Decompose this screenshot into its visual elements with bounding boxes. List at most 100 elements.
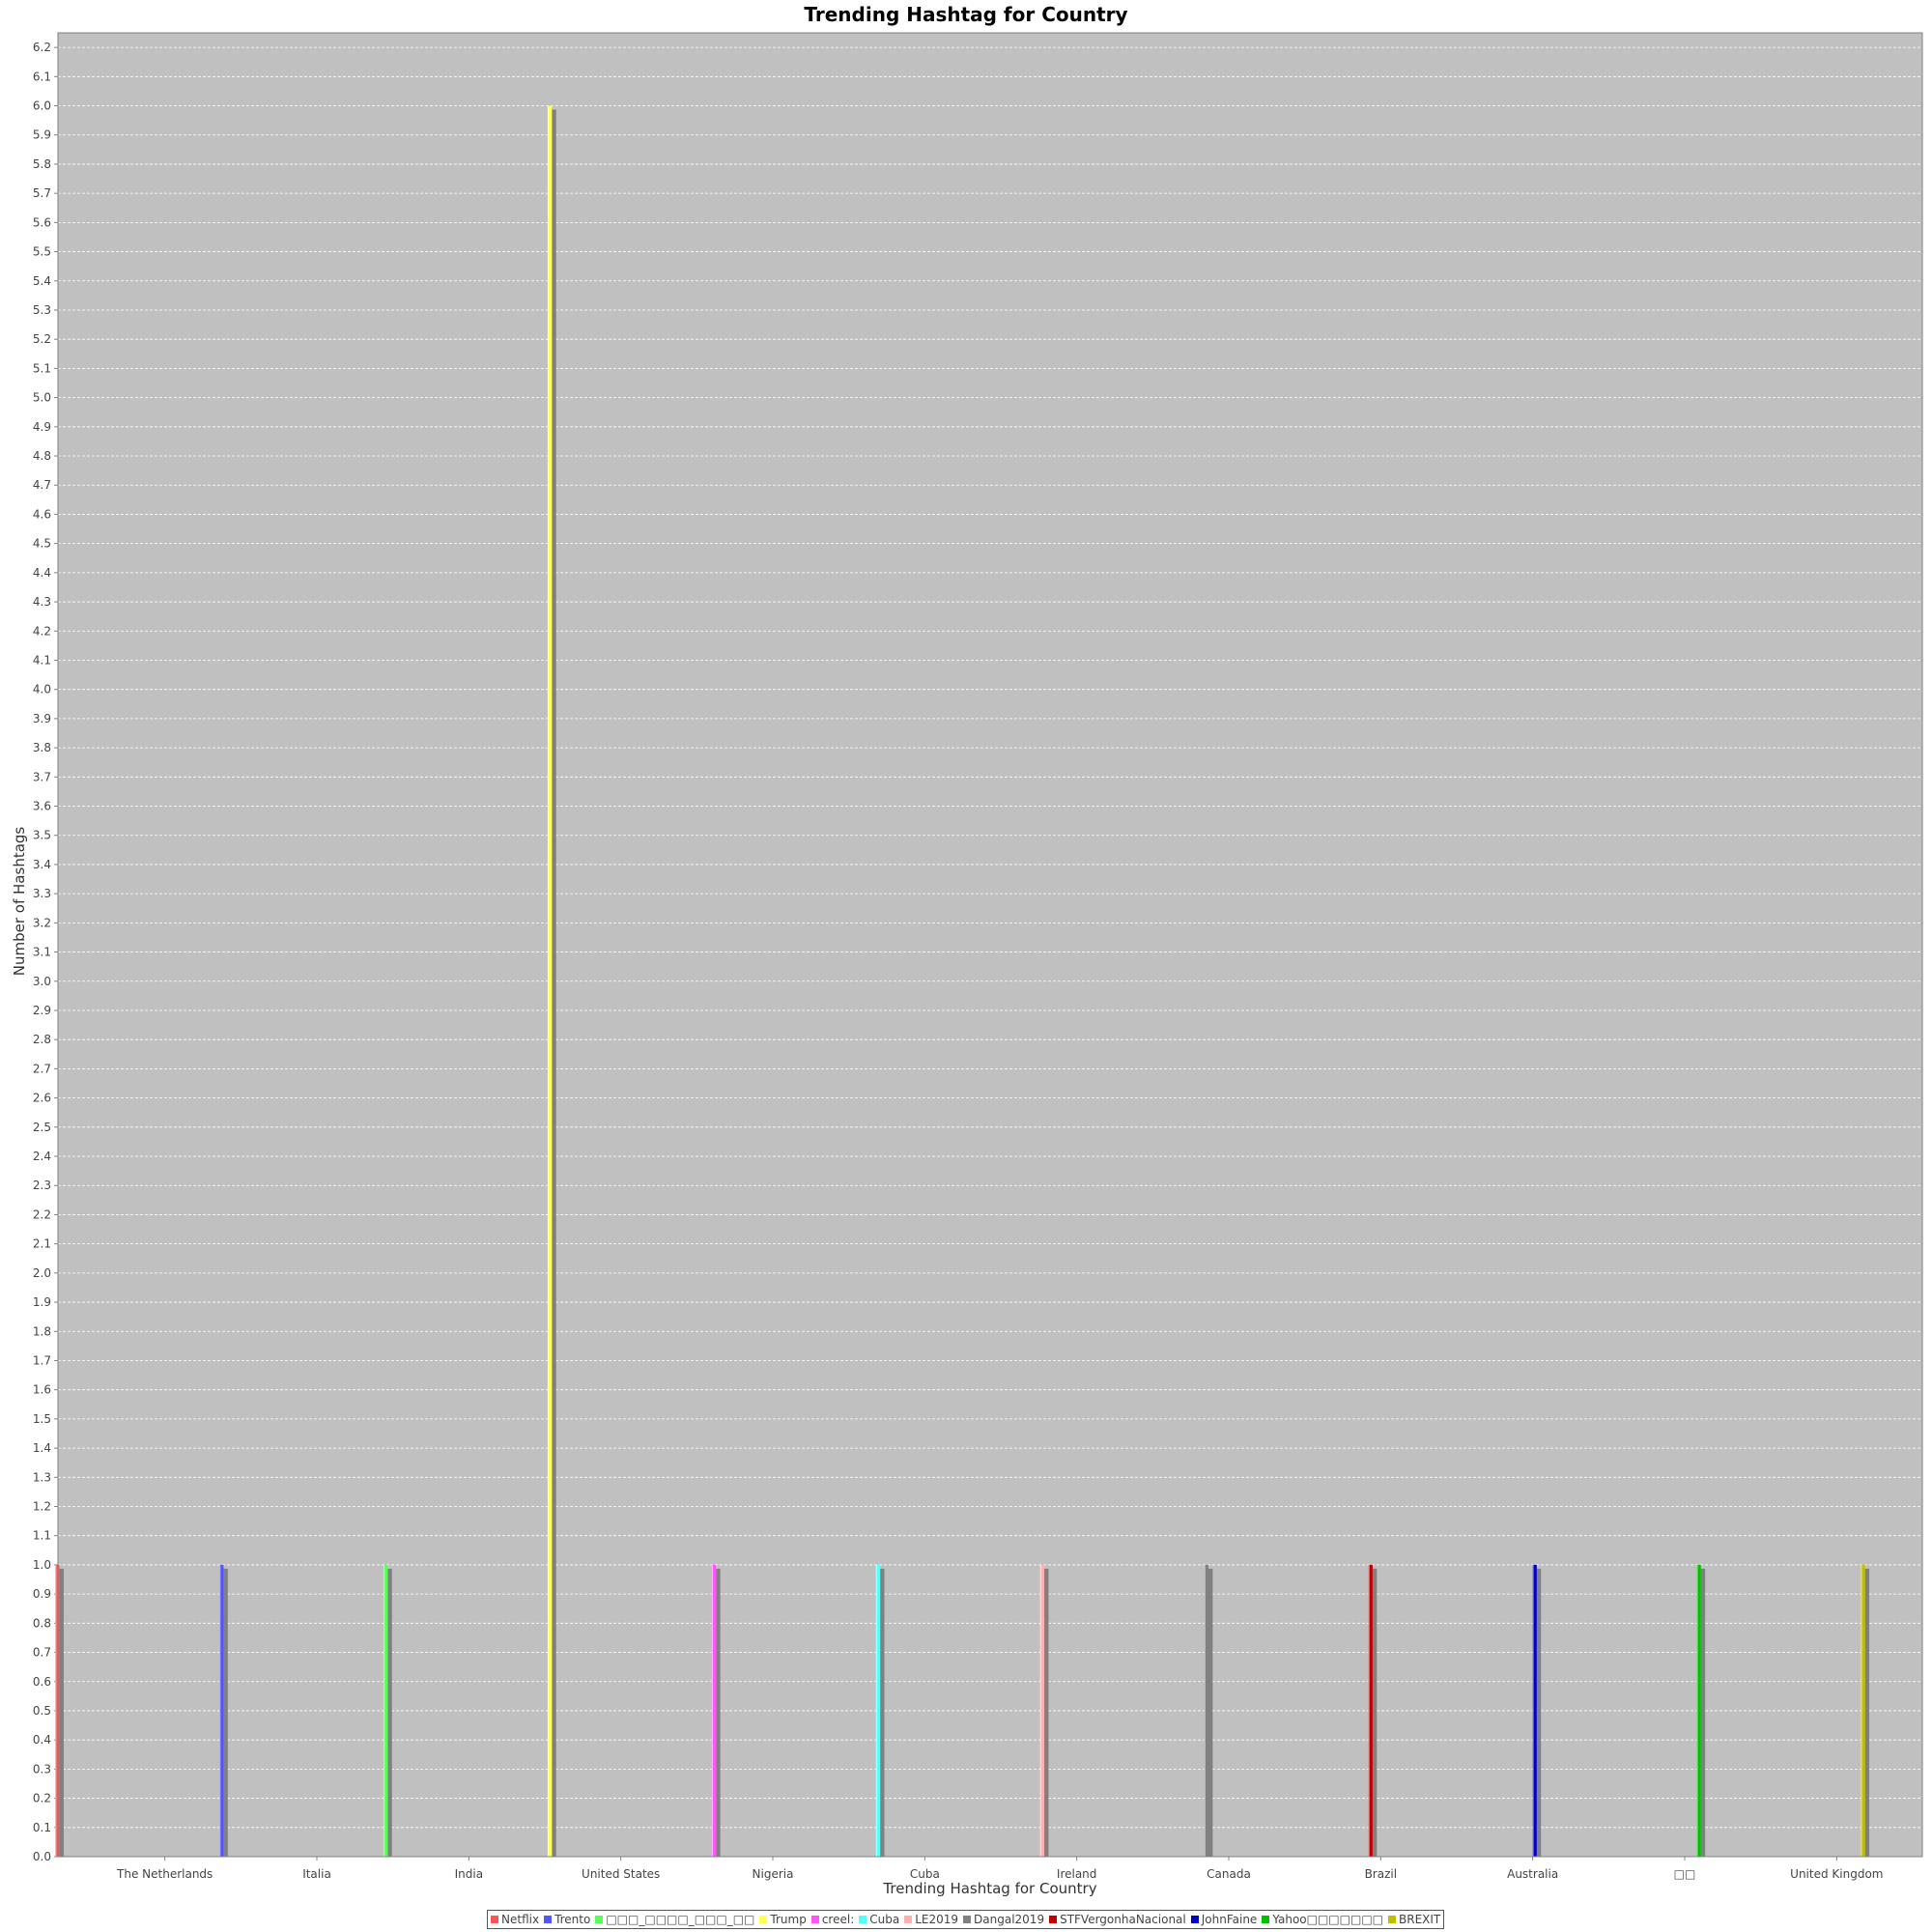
bar-shadow (223, 1568, 228, 1857)
legend-swatch (595, 1916, 604, 1923)
bar (219, 1564, 224, 1857)
bar (1861, 1564, 1865, 1857)
legend-label: Cuba (869, 1913, 900, 1926)
legend-label: JohnFaine (1201, 1913, 1258, 1926)
y-tick-label: 6.0 (33, 99, 51, 113)
x-tick-label: Australia (1507, 1867, 1558, 1881)
legend-swatch (1190, 1916, 1199, 1923)
y-tick-label: 0.8 (33, 1616, 51, 1630)
chart-title: Trending Hashtag for Country (804, 3, 1128, 26)
x-tick-label: India (455, 1867, 483, 1881)
y-tick-label: 4.8 (33, 449, 51, 463)
y-tick-label: 4.0 (33, 683, 51, 696)
bar (1368, 1564, 1373, 1857)
legend-item: BREXIT (1388, 1913, 1440, 1926)
y-tick-label: 6.2 (33, 41, 51, 54)
x-axis-ticks: The Netherlands Italia India United States N… (116, 1857, 1883, 1881)
y-tick-label: 1.8 (33, 1324, 51, 1338)
bar-shadow (1044, 1568, 1049, 1857)
legend-swatch (1262, 1916, 1270, 1923)
y-tick-label: 0.1 (33, 1821, 51, 1834)
y-tick-label: 4.5 (33, 537, 51, 551)
bars (55, 105, 1870, 1857)
y-tick-label: 4.7 (33, 478, 51, 492)
y-tick-label: 0.9 (33, 1587, 51, 1601)
plot-area (57, 32, 1923, 1858)
y-tick-label: 3.0 (33, 975, 51, 988)
x-tick-label: United Kingdom (1790, 1867, 1883, 1881)
y-tick-label: 1.9 (33, 1295, 51, 1309)
y-tick-label: 3.4 (33, 858, 51, 871)
x-tick-label: □□ (1674, 1867, 1696, 1881)
y-tick-label: 2.8 (33, 1033, 51, 1046)
legend-item: □□□_□□□□_□□□_□□ (595, 1913, 754, 1926)
bar (1532, 1564, 1537, 1857)
y-tick-label: 3.3 (33, 887, 51, 900)
legend-label: Dangal2019 (974, 1913, 1045, 1926)
y-tick-label: 5.3 (33, 303, 51, 317)
bar-highlight (219, 1564, 221, 1857)
bar (547, 105, 553, 1857)
y-tick-label: 5.6 (33, 215, 51, 229)
y-tick-label: 4.3 (33, 595, 51, 609)
y-tick-label: 2.2 (33, 1208, 51, 1221)
y-tick-label: 2.5 (33, 1121, 51, 1134)
legend-label: creel: (821, 1913, 855, 1926)
legend-swatch (859, 1916, 867, 1923)
bar (1039, 1564, 1045, 1857)
legend-item: Trento (544, 1913, 590, 1926)
legend-item: Cuba (859, 1913, 899, 1926)
x-axis-label: Trending Hashtag for Country (882, 1880, 1096, 1897)
bar-highlight (1368, 1564, 1370, 1857)
y-tick-label: 0.4 (33, 1733, 51, 1747)
y-tick-label: 2.6 (33, 1092, 51, 1105)
legend-item: Netflix (491, 1913, 539, 1926)
legend-swatch (963, 1916, 972, 1923)
y-axis-label: Number of Hashtags (11, 827, 28, 977)
legend-label: Netflix (501, 1913, 540, 1926)
legend-item: creel: (810, 1913, 855, 1926)
bar-highlight (1532, 1564, 1534, 1857)
bar-shadow (552, 109, 556, 1857)
legend-item: Trump (759, 1913, 807, 1926)
y-tick-label: 2.4 (33, 1150, 51, 1163)
bar (875, 1564, 881, 1857)
legend-swatch (1049, 1916, 1058, 1923)
x-tick-label: Nigeria (753, 1867, 794, 1881)
legend-item: Yahoo□□□□□□□ (1262, 1913, 1383, 1926)
y-tick-label: 2.7 (33, 1062, 51, 1075)
bar-shadow (1864, 1568, 1870, 1857)
y-tick-label: 1.5 (33, 1412, 51, 1426)
bar (1204, 1564, 1208, 1857)
legend-swatch (491, 1916, 498, 1923)
y-tick-label: 3.1 (33, 946, 51, 959)
bar (711, 1564, 717, 1857)
y-tick-label: 1.7 (33, 1353, 51, 1367)
y-tick-label: 2.9 (33, 1004, 51, 1017)
y-tick-label: 4.4 (33, 566, 51, 580)
y-tick-label: 3.2 (33, 916, 51, 929)
legend-label: Trump (770, 1913, 807, 1926)
legend-swatch (759, 1916, 768, 1923)
bar-shadow (1700, 1568, 1706, 1857)
y-tick-label: 5.5 (33, 245, 51, 259)
y-tick-label: 5.8 (33, 157, 51, 171)
bar-shadow (1208, 1568, 1213, 1857)
y-tick-label: 5.1 (33, 361, 51, 375)
y-tick-label: 5.4 (33, 274, 51, 288)
legend-swatch (544, 1916, 553, 1923)
legend-label: BREXIT (1399, 1913, 1441, 1926)
bar (383, 1564, 388, 1857)
y-tick-label: 3.7 (33, 770, 51, 783)
y-tick-label: 4.9 (33, 420, 51, 434)
y-tick-label: 4.6 (33, 507, 51, 521)
y-tick-label: 1.3 (33, 1470, 51, 1484)
legend-label: LE2019 (915, 1913, 959, 1926)
y-tick-label: 6.1 (33, 70, 51, 83)
bar-shadow (1536, 1568, 1542, 1857)
y-tick-label: 5.2 (33, 332, 51, 346)
x-tick-label: Cuba (910, 1867, 940, 1881)
bar-highlight (1696, 1564, 1698, 1857)
legend-swatch (1388, 1916, 1396, 1923)
